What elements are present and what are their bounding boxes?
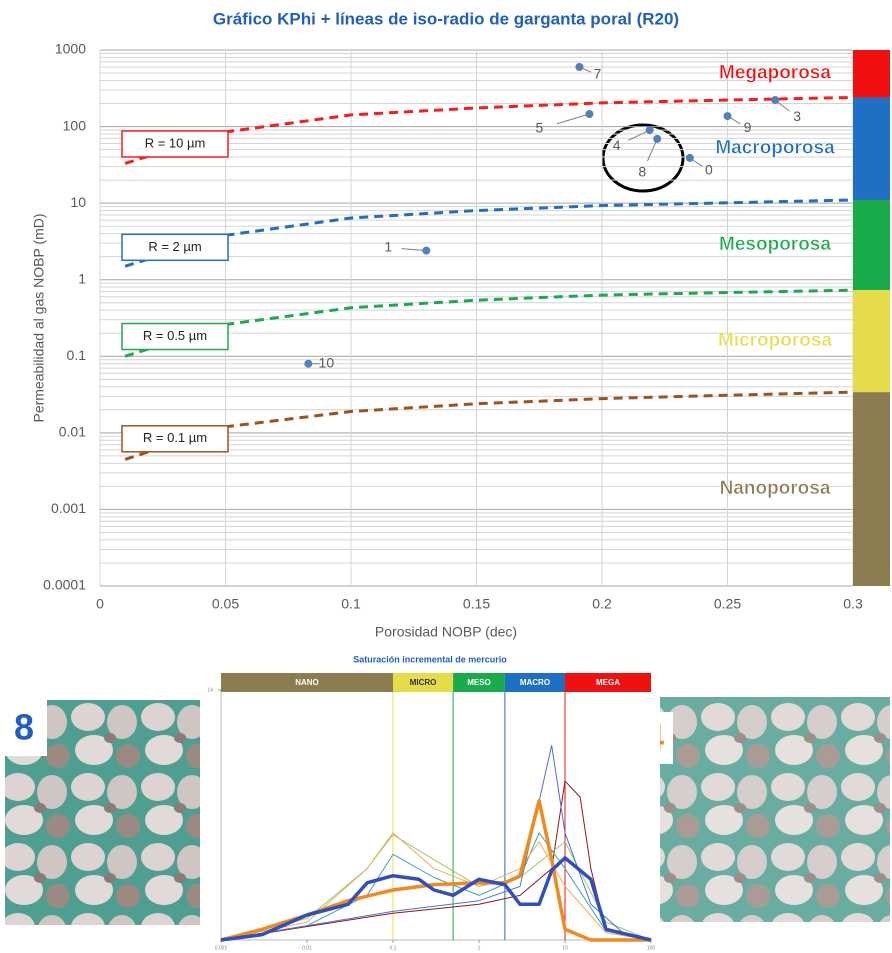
leader-line (401, 248, 427, 252)
legend-label: R = 0.5 µm (143, 328, 207, 343)
zone-label: Megaporosa (719, 63, 831, 84)
x-tick-label: 10 (562, 945, 568, 951)
saturation-line (220, 856, 652, 942)
highlight-ellipse (601, 123, 685, 193)
y-tick-label: 100 (63, 117, 87, 133)
zone-header-label: MESO (467, 678, 491, 687)
zone-header (393, 673, 454, 692)
x-tick-label: 0 (96, 596, 104, 612)
x-axis-label: Porosidad NOBP (dec) (375, 624, 517, 640)
zone-label: Microporosa (718, 330, 832, 351)
chart-title: Gráfico KPhi + líneas de iso-radio de ga… (213, 9, 679, 28)
y-tick-label: 14 (207, 687, 213, 693)
zone-header-label: MICRO (410, 678, 437, 687)
inset-panel (200, 648, 660, 953)
legend-box (121, 130, 229, 158)
saturation-line (220, 744, 652, 941)
data-point (653, 134, 662, 143)
data-point (422, 246, 431, 255)
zone-label: Macroporosa (715, 138, 835, 159)
x-tick-label: 0.15 (463, 596, 490, 612)
y-tick-label: 1 (78, 270, 86, 286)
x-tick-label: 0.1 (390, 945, 397, 951)
point-label: 5 (536, 120, 544, 136)
photo-label: 8 (14, 707, 34, 748)
x-tick-label: 0.2 (592, 596, 612, 612)
point-label: 1 (384, 238, 392, 254)
y-axis-label: Permeabilidad al gas NOBP (mD) (31, 213, 47, 422)
zone-bar (853, 392, 890, 586)
legend-box (121, 233, 229, 262)
data-point (585, 109, 594, 118)
legend-label: R = 2 µm (148, 239, 201, 254)
zone-header-label: MACRO (520, 678, 550, 687)
zone-header-label: NANO (295, 678, 319, 687)
legend-box (121, 322, 229, 351)
zone-label: Mesoporosa (719, 234, 831, 255)
zone-header (221, 673, 393, 692)
photo-right (637, 697, 890, 922)
x-tick-label: 0.1 (341, 596, 361, 612)
point-label: 3 (793, 108, 801, 124)
zone-bar (853, 290, 890, 393)
point-label: 0 (705, 162, 713, 178)
data-point (575, 62, 584, 71)
point-label: 8 (638, 164, 646, 180)
inset-title: Saturación incremental de mercurio (353, 654, 507, 664)
zone-header (565, 673, 651, 692)
leader-line (556, 113, 590, 125)
data-point (723, 112, 732, 121)
y-tick-label: 0.0001 (43, 577, 86, 593)
zone-label: Nanoporosa (720, 478, 831, 499)
legend-box (121, 425, 229, 453)
point-label: 7 (594, 66, 602, 82)
label-bg (5, 700, 47, 756)
data-point (645, 126, 654, 135)
data-point (685, 153, 694, 162)
zone-header (504, 673, 565, 692)
iso-radius-line (124, 390, 854, 461)
point-label: 4 (613, 137, 621, 153)
zone-header-label: MEGA (596, 678, 620, 687)
y-tick-label: 0.01 (59, 424, 86, 440)
x-tick-label: 1 (478, 945, 481, 951)
x-tick-label: 0.05 (212, 596, 239, 612)
leader-line (647, 138, 658, 162)
y-tick-label: 10 (70, 194, 86, 210)
y-tick-label: 0.1 (67, 347, 87, 363)
point-label: 10 (319, 354, 335, 370)
y-tick-label: 0.001 (51, 500, 86, 516)
saturation-line (220, 832, 652, 941)
zone-bar (853, 50, 890, 98)
zone-bar (853, 97, 890, 200)
zone-bar (853, 199, 890, 291)
zone-header (453, 673, 505, 692)
data-point (771, 96, 780, 105)
legend-label: R = 10 µm (145, 135, 206, 150)
data-point (304, 359, 313, 368)
x-tick-label: 0.25 (714, 596, 741, 612)
x-tick-label: 100 (647, 945, 656, 951)
x-tick-label: 0.001 (215, 945, 228, 951)
saturation-line (220, 834, 652, 941)
x-tick-label: 0.3 (843, 596, 863, 612)
legend-label: R = 0.1 µm (143, 430, 207, 445)
y-tick-label: 1000 (55, 41, 86, 57)
x-tick-label: 0.01 (302, 945, 312, 951)
point-label: 9 (744, 119, 752, 135)
